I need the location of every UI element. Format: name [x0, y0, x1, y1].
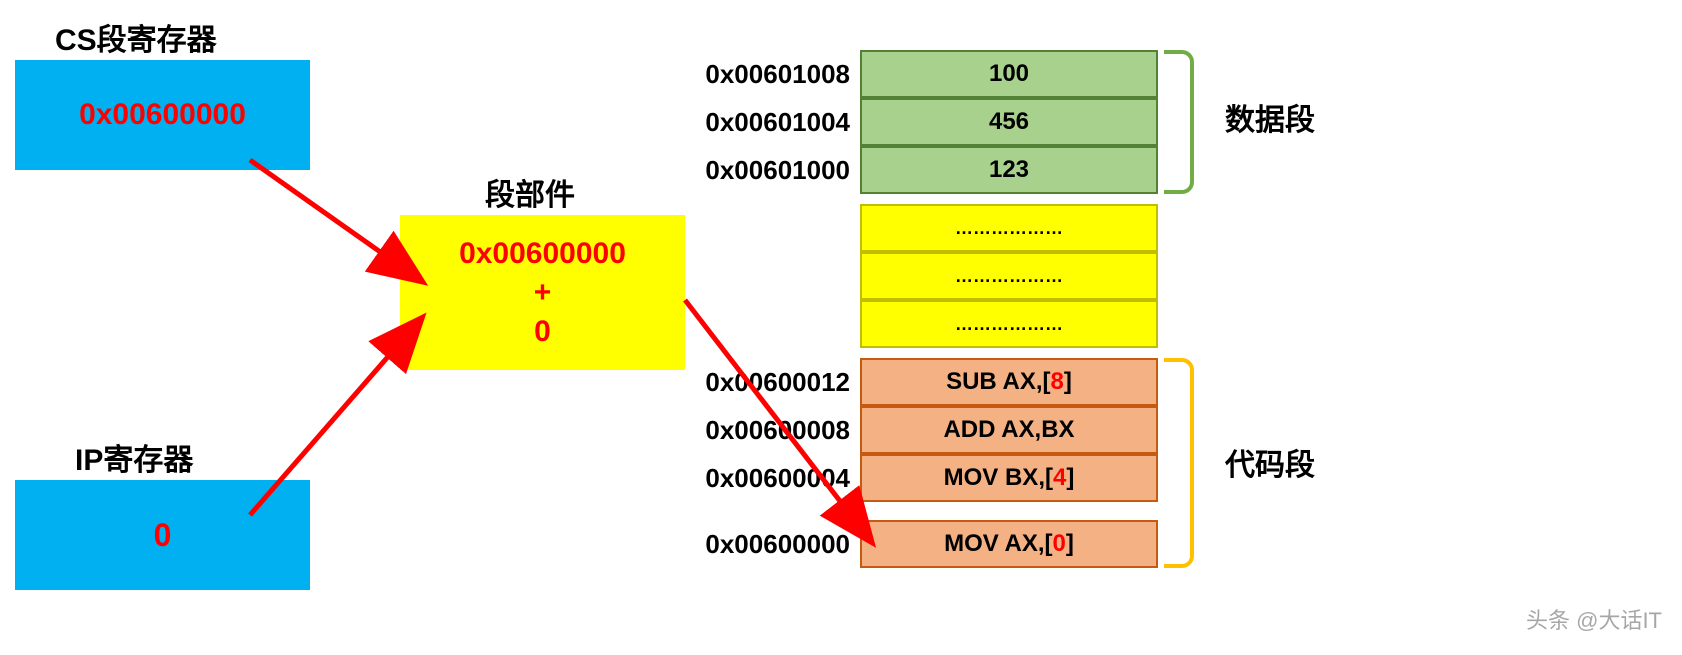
memory-row: 0x00600008ADD AX,BX: [660, 406, 1158, 454]
cs-register-box: 0x00600000: [15, 60, 310, 170]
segment-line-2: 0: [459, 312, 626, 351]
segment-line-1: +: [459, 273, 626, 312]
segment-line-0: 0x00600000: [459, 234, 626, 273]
arrow: [250, 160, 420, 280]
memory-cell: ………………: [860, 300, 1158, 348]
memory-cell: 100: [860, 50, 1158, 98]
memory-cell: MOV BX,[4]: [860, 454, 1158, 502]
memory-row: ………………: [660, 204, 1158, 252]
memory-cell: ADD AX,BX: [860, 406, 1158, 454]
memory-row: 0x00600000MOV AX,[0]: [660, 520, 1158, 568]
memory-cell: SUB AX,[8]: [860, 358, 1158, 406]
ip-register-title: IP寄存器: [75, 435, 193, 479]
memory-address: 0x00600004: [660, 463, 860, 494]
memory-row: 0x00600004MOV BX,[4]: [660, 454, 1158, 502]
memory-cell: 456: [860, 98, 1158, 146]
memory-row: ………………: [660, 300, 1158, 348]
ip-register-value: 0: [154, 517, 172, 554]
cs-register-value: 0x00600000: [79, 98, 246, 132]
memory-address: 0x00601008: [660, 59, 860, 90]
memory-row: 0x00601004456: [660, 98, 1158, 146]
data-bracket: [1164, 50, 1194, 194]
memory-row: ………………: [660, 252, 1158, 300]
memory-cell: 123: [860, 146, 1158, 194]
watermark: 头条 @大话IT: [1526, 603, 1662, 635]
code-bracket: [1164, 358, 1194, 568]
memory-address: 0x00601004: [660, 107, 860, 138]
memory-cell: ………………: [860, 252, 1158, 300]
memory-address: 0x00600008: [660, 415, 860, 446]
memory-row: 0x00601000123: [660, 146, 1158, 194]
cs-register-title: CS段寄存器: [55, 15, 217, 59]
data-section-label: 数据段: [1225, 95, 1315, 139]
memory-cell: ………………: [860, 204, 1158, 252]
memory-row: 0x00601008100: [660, 50, 1158, 98]
memory-address: 0x00600000: [660, 529, 860, 560]
memory-address: 0x00600012: [660, 367, 860, 398]
segment-box: 0x00600000 + 0: [400, 215, 685, 370]
memory-row: 0x00600012SUB AX,[8]: [660, 358, 1158, 406]
ip-register-box: 0: [15, 480, 310, 590]
segment-title: 段部件: [485, 170, 575, 214]
code-section-label: 代码段: [1225, 440, 1315, 484]
memory-address: 0x00601000: [660, 155, 860, 186]
memory-cell: MOV AX,[0]: [860, 520, 1158, 568]
